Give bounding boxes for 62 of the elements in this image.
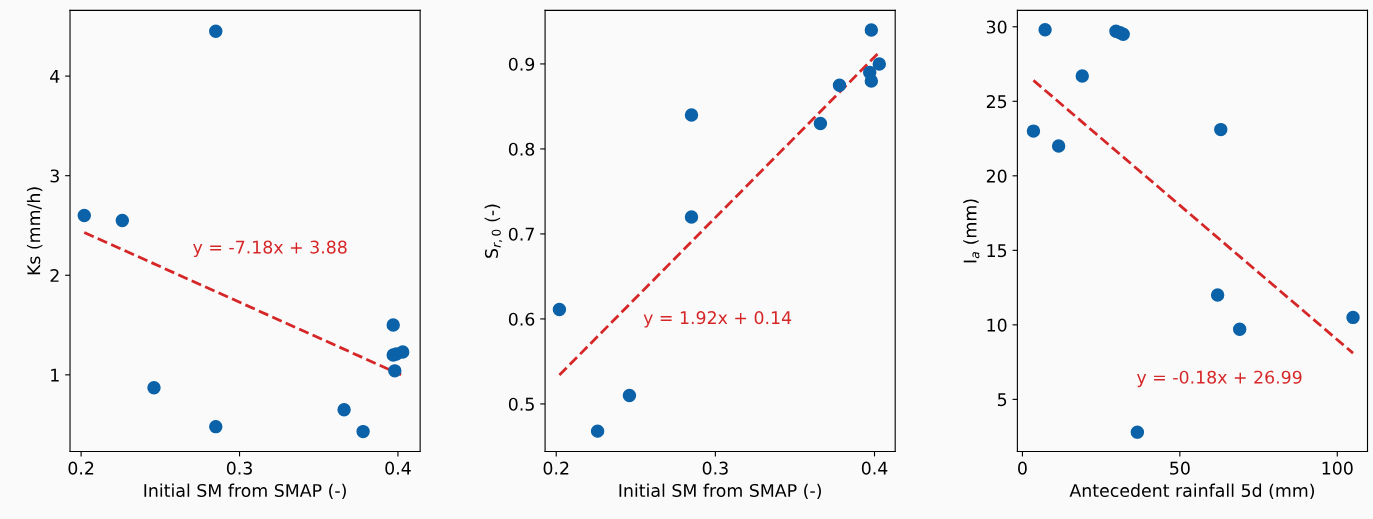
point xyxy=(77,208,91,223)
x-tick-label: 50 xyxy=(1170,461,1190,475)
point xyxy=(1075,69,1089,83)
point xyxy=(356,424,370,439)
y-tick-label: 0.9 xyxy=(508,57,535,71)
point xyxy=(864,23,879,37)
point xyxy=(1210,288,1225,302)
y-tick-label: 0.6 xyxy=(508,312,535,326)
point xyxy=(1026,124,1041,138)
point xyxy=(590,424,605,438)
x-tick-label: 0.3 xyxy=(702,461,728,475)
point xyxy=(622,388,637,403)
y-tick-label: 0.5 xyxy=(508,397,534,411)
point xyxy=(209,24,223,39)
annotation: y = -0.18x + 26.99 xyxy=(1136,370,1302,388)
y-tick-label: 2 xyxy=(50,268,59,282)
y-tick-label: 5 xyxy=(997,393,1007,407)
y-tick-label: 4 xyxy=(50,70,60,83)
y-tick-label: 0.8 xyxy=(508,142,535,156)
point xyxy=(1232,322,1247,337)
x-tick-label: 0.2 xyxy=(543,461,569,475)
x-axis-title: Initial SM from SMAP (-) xyxy=(619,483,821,500)
point xyxy=(1214,122,1228,137)
point xyxy=(1051,139,1066,153)
point xyxy=(388,364,402,378)
y-tick-label: 20 xyxy=(986,169,1007,183)
point xyxy=(1130,425,1145,439)
y-axis-title: I$_{a}$ (mm) xyxy=(963,199,980,263)
x-tick-label: 0.4 xyxy=(861,461,888,475)
point xyxy=(396,345,410,359)
y-tick-label: 0.7 xyxy=(508,227,534,241)
point xyxy=(386,318,400,332)
x-tick-label: 0.4 xyxy=(385,461,411,475)
point xyxy=(864,74,879,88)
point xyxy=(1038,23,1052,37)
point xyxy=(684,210,699,224)
y-axis-title: S$_{r,0}$ (-) xyxy=(484,204,503,258)
point xyxy=(832,78,847,92)
x-tick-label: 0.2 xyxy=(68,461,94,475)
x-axis-title: Antecedent rainfall 5d (mm) xyxy=(1069,483,1315,500)
point xyxy=(872,57,886,71)
y-tick-label: 10 xyxy=(987,318,1007,332)
y-tick-label: 3 xyxy=(50,169,59,183)
y-tick-label: 15 xyxy=(987,244,1007,258)
point xyxy=(684,108,699,122)
point xyxy=(1346,310,1360,325)
y-tick-label: 1 xyxy=(51,368,59,382)
x-tick-label: 0 xyxy=(1018,461,1027,475)
point xyxy=(115,213,130,228)
y-axis-title: Ks (mm/h) xyxy=(26,187,43,275)
x-tick-label: 100 xyxy=(1322,461,1353,475)
point xyxy=(813,116,828,131)
point xyxy=(552,302,567,317)
annotation: y = -7.18x + 3.88 xyxy=(193,240,347,257)
x-axis-title: Initial SM from SMAP (-) xyxy=(144,483,346,500)
point xyxy=(209,419,223,434)
x-tick-label: 0.3 xyxy=(226,461,252,475)
y-tick-label: 25 xyxy=(986,95,1007,109)
annotation: y = 1.92x + 0.14 xyxy=(643,311,792,328)
point xyxy=(337,402,351,417)
y-tick-label: 30 xyxy=(986,20,1007,34)
point xyxy=(147,381,161,395)
